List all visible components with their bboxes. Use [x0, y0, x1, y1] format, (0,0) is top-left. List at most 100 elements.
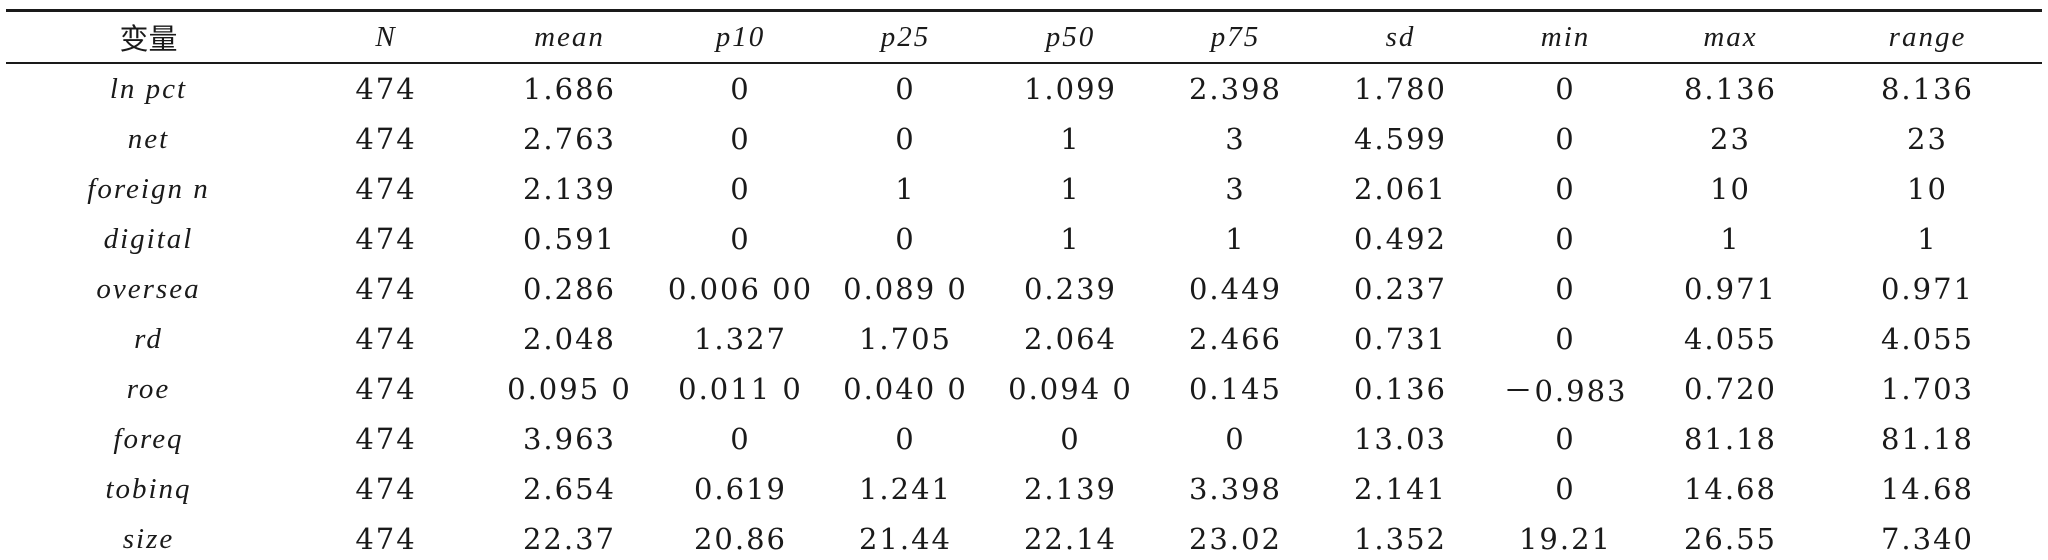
value-cell: 1.780: [1353, 72, 1448, 106]
value-cell: 0.731: [1353, 322, 1448, 356]
value-cell: 23: [1710, 122, 1751, 156]
value-cell: 3.963: [522, 422, 617, 456]
value-cell: 1: [1060, 222, 1081, 256]
value-cell: 0: [730, 122, 751, 156]
variable-name-cell: foreq: [113, 422, 184, 455]
value-cell: 1.327: [693, 322, 788, 356]
value-cell: 1: [1060, 172, 1081, 206]
value-cell: 0: [895, 122, 916, 156]
value-cell: 0.971: [1683, 272, 1778, 306]
value-cell: 8.136: [1683, 72, 1778, 106]
value-cell: 1: [895, 172, 916, 206]
value-cell: 0: [1555, 422, 1576, 456]
value-cell: 0.239: [1023, 272, 1118, 306]
value-cell: 474: [355, 172, 417, 206]
value-cell: 3: [1225, 122, 1246, 156]
variable-name-cell: foreign n: [87, 172, 210, 205]
table-row: size 474 22.37 20.86 21.44 22.14 23.02 1.352 19.…: [6, 514, 2042, 560]
value-cell: 474: [355, 372, 417, 406]
value-cell: 0: [895, 422, 916, 456]
value-cell: 0.449: [1188, 272, 1283, 306]
value-cell: 1.703: [1880, 372, 1975, 406]
column-header: p10: [715, 20, 766, 53]
value-cell: 2.654: [522, 472, 617, 506]
value-cell: 2.398: [1188, 72, 1283, 106]
value-cell: 0.040 0: [843, 372, 968, 406]
column-header: N: [375, 20, 397, 53]
value-cell: 0.006 00: [667, 272, 814, 306]
value-cell: 2.466: [1188, 322, 1283, 356]
table-row: digital 474 0.591 0 0 1 1 0.492 0 1 1: [6, 214, 2042, 264]
value-cell: 2.141: [1353, 472, 1448, 506]
value-cell: 0: [1555, 172, 1576, 206]
value-cell: 2.139: [522, 172, 617, 206]
value-cell: 1: [1917, 222, 1938, 256]
descriptive-statistics-table: 变量 N mean p10 p25 p50 p75 sd min max ran…: [6, 9, 2042, 560]
value-cell: 474: [355, 472, 417, 506]
value-cell: 22.37: [522, 522, 617, 556]
value-cell: 23.02: [1188, 522, 1283, 556]
value-cell: 474: [355, 72, 417, 106]
value-cell: 474: [355, 422, 417, 456]
value-cell: 0.720: [1683, 372, 1778, 406]
column-header: sd: [1385, 20, 1416, 53]
value-cell: 10: [1710, 172, 1751, 206]
value-cell: 0: [1555, 222, 1576, 256]
header-row: 变量 N mean p10 p25 p50 p75 sd min max ran…: [6, 10, 2042, 63]
value-cell: －0.983: [1503, 374, 1628, 408]
value-cell: 474: [355, 222, 417, 256]
value-cell: 0.237: [1353, 272, 1448, 306]
value-cell: 22.14: [1023, 522, 1118, 556]
value-cell: 0.591: [522, 222, 617, 256]
value-cell: 1: [1225, 222, 1246, 256]
column-header: 变量: [119, 22, 178, 56]
column-header: range: [1888, 20, 1967, 53]
value-cell: 0: [1060, 422, 1081, 456]
value-cell: 20.86: [693, 522, 788, 556]
value-cell: 2.763: [522, 122, 617, 156]
value-cell: 3.398: [1188, 472, 1283, 506]
column-header: p75: [1210, 20, 1261, 53]
value-cell: 474: [355, 322, 417, 356]
value-cell: 0: [895, 222, 916, 256]
value-cell: 0: [730, 72, 751, 106]
value-cell: 0.286: [522, 272, 617, 306]
value-cell: 19.21: [1518, 522, 1613, 556]
value-cell: 0: [1555, 472, 1576, 506]
value-cell: 3: [1225, 172, 1246, 206]
value-cell: 0: [1225, 422, 1246, 456]
value-cell: 21.44: [858, 522, 953, 556]
value-cell: 1: [1060, 122, 1081, 156]
column-header: min: [1540, 20, 1591, 53]
value-cell: 0: [1555, 72, 1576, 106]
value-cell: 0: [1555, 272, 1576, 306]
value-cell: 4.055: [1683, 322, 1778, 356]
value-cell: 2.064: [1023, 322, 1118, 356]
table-row: net 474 2.763 0 0 1 3 4.599 0 23 23: [6, 114, 2042, 164]
table-row: tobinq 474 2.654 0.619 1.241 2.139 3.398 2.141 0…: [6, 464, 2042, 514]
value-cell: 1.352: [1353, 522, 1448, 556]
column-header: p25: [880, 20, 931, 53]
value-cell: 1.686: [522, 72, 617, 106]
value-cell: 81.18: [1880, 422, 1975, 456]
value-cell: 0.089 0: [843, 272, 968, 306]
value-cell: 0.011 0: [678, 372, 803, 406]
table-row: roe 474 0.095 0 0.011 0 0.040 0 0.094 0 0.145 0…: [6, 364, 2042, 414]
table-header: 变量 N mean p10 p25 p50 p75 sd min max ran…: [6, 10, 2042, 63]
value-cell: 0.095 0: [507, 372, 632, 406]
value-cell: 1.099: [1023, 72, 1118, 106]
column-header: max: [1703, 20, 1758, 53]
value-cell: 14.68: [1880, 472, 1975, 506]
column-header: p50: [1045, 20, 1096, 53]
value-cell: 1: [1720, 222, 1741, 256]
variable-name-cell: net: [127, 122, 170, 155]
variable-name-cell: rd: [134, 322, 163, 355]
variable-name-cell: digital: [103, 222, 194, 255]
value-cell: 0: [1555, 122, 1576, 156]
value-cell: 10: [1907, 172, 1948, 206]
value-cell: 2.048: [522, 322, 617, 356]
table-row: rd 474 2.048 1.327 1.705 2.064 2.466 0.731 0 4.05…: [6, 314, 2042, 364]
value-cell: 8.136: [1880, 72, 1975, 106]
value-cell: 4.055: [1880, 322, 1975, 356]
